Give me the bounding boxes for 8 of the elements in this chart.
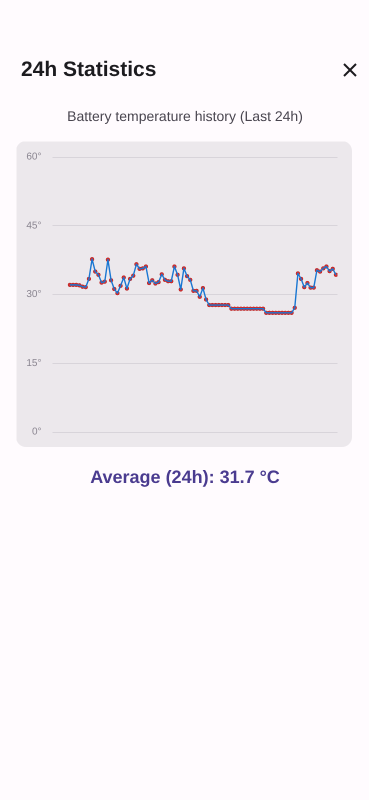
- chart-subtitle: Battery temperature history (Last 24h): [66, 107, 304, 126]
- y-tick-label: 45°: [26, 220, 42, 232]
- y-tick-label: 60°: [26, 152, 42, 162]
- chart-title: 24h Statistics: [21, 57, 156, 83]
- y-tick-label: 0°: [32, 426, 42, 438]
- y-tick-label: 30°: [26, 289, 42, 300]
- y-tick-label: 15°: [26, 358, 42, 369]
- text: Average (24h): 31.7 °C: [89, 466, 281, 489]
